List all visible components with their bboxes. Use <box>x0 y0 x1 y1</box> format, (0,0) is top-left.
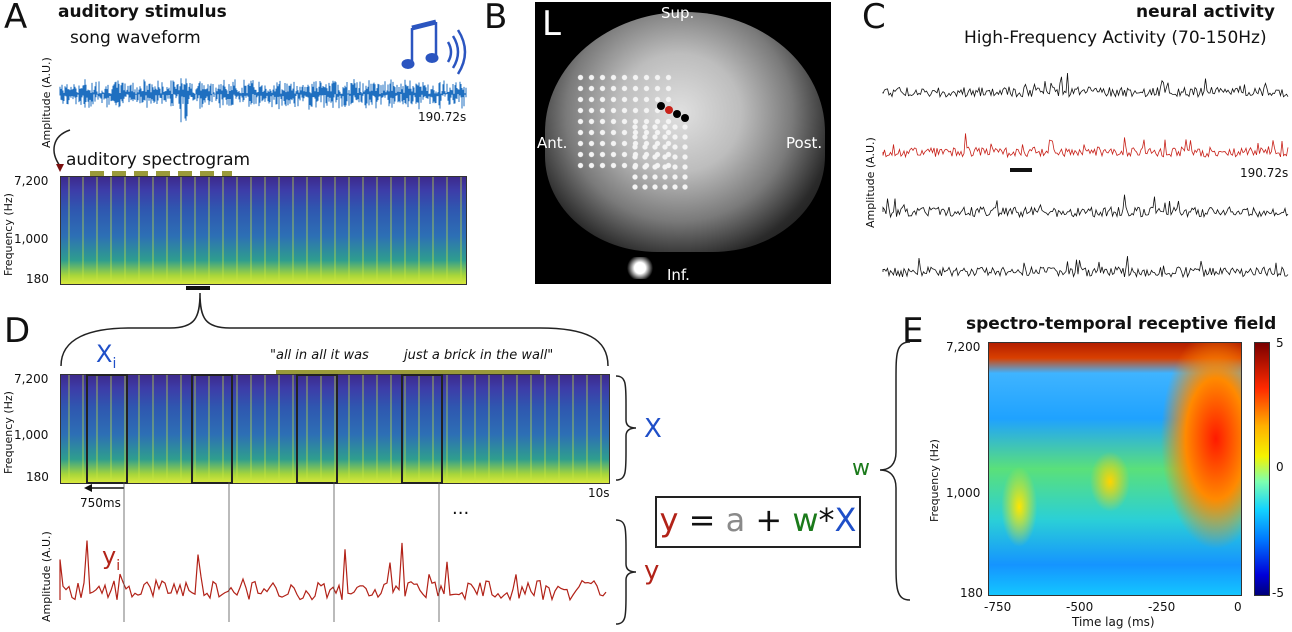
anterior-label: Ant. <box>537 134 568 152</box>
colorbar-tick-min: -5 <box>1272 586 1284 600</box>
panel-label-b: B <box>484 0 508 37</box>
y-trace-line <box>59 540 607 602</box>
segment-duration: 10s <box>588 486 610 500</box>
y-symbol: y <box>644 556 660 586</box>
model-equation: y = a + w*X <box>655 496 861 548</box>
w-symbol: w <box>852 456 870 481</box>
x-brace <box>615 375 637 481</box>
neural-trace-line <box>882 194 1289 219</box>
strf-xtick-250: -250 <box>1148 600 1176 614</box>
eq-w: w <box>792 501 819 539</box>
auditory-spectrogram-label: auditory spectrogram <box>66 150 251 170</box>
neural-trace-line <box>882 133 1289 159</box>
strf-tick-top: 7,200 <box>946 340 981 354</box>
neural-trace-line <box>882 256 1289 279</box>
curved-arrow-icon <box>53 129 71 172</box>
panel-c-subtitle: High-Frequency Activity (70-150Hz) <box>964 28 1267 48</box>
yi-subscript: i <box>116 557 121 574</box>
auditory-spectrogram <box>60 176 467 285</box>
eq-equals: = <box>688 501 716 539</box>
spec-a-tick-top: 7,200 <box>14 174 49 188</box>
xi-letter: X <box>96 340 113 368</box>
strf-xtick-0: 0 <box>1234 600 1242 614</box>
colorbar-tick-max: 5 <box>1276 336 1284 350</box>
spec-a-tick-mid: 1,000 <box>14 232 49 246</box>
yi-letter: y <box>102 542 117 570</box>
song-waveform-plot <box>59 78 467 123</box>
y-amplitude-axis-label: Amplitude (A.U.) <box>40 531 53 622</box>
strf-tick-mid: 1,000 <box>946 486 981 500</box>
spec-d-tick-bottom: 180 <box>26 470 49 484</box>
panel-label-a: A <box>4 0 28 37</box>
music-note-icon <box>401 19 467 75</box>
eq-plus: + <box>755 501 783 539</box>
lyric-line-2: just a brick in the wall" <box>404 348 554 363</box>
hemisphere-label: L <box>542 4 561 44</box>
panel-e-title: spectro-temporal receptive field <box>966 314 1277 334</box>
window-box <box>401 374 443 484</box>
eq-y: y <box>659 501 679 539</box>
neural-response-trace <box>59 482 607 622</box>
window-box <box>86 374 128 484</box>
strf-xtick-750: -750 <box>984 600 1012 614</box>
ear-marker <box>625 257 655 279</box>
xi-label: Xi <box>96 340 116 372</box>
spec-d-tick-top: 7,200 <box>14 372 49 386</box>
window-box <box>296 374 338 484</box>
strf-xtick-500: -500 <box>1066 600 1094 614</box>
neural-traces <box>882 72 1289 279</box>
spec-d-frequency-axis-label: Frequency (Hz) <box>2 391 15 474</box>
spec-a-frequency-axis-label: Frequency (Hz) <box>2 193 15 276</box>
panel-c-title: neural activity <box>1136 2 1275 22</box>
panel-a-title: auditory stimulus <box>58 2 227 22</box>
song-waveform-label: song waveform <box>70 28 201 48</box>
neural-segment-marker <box>1010 168 1032 172</box>
inferior-label: Inf. <box>667 266 690 284</box>
eq-star: * <box>818 501 835 539</box>
strf-heatmap <box>988 342 1242 596</box>
window-length-label: 750ms <box>80 496 121 510</box>
neural-duration: 190.72s <box>1240 166 1289 180</box>
xi-subscript: i <box>112 355 117 372</box>
colorbar-tick-zero: 0 <box>1276 460 1284 474</box>
superior-label: Sup. <box>661 4 695 22</box>
zoom-segment-marker <box>186 286 210 290</box>
yi-label: yi <box>102 542 120 574</box>
spec-a-tick-bottom: 180 <box>26 272 49 286</box>
lyric-bar <box>276 370 540 374</box>
panel-label-e: E <box>902 311 924 351</box>
posterior-label: Post. <box>786 134 823 152</box>
eq-x: X <box>834 501 857 539</box>
waveform-line <box>59 78 467 123</box>
panel-label-d: D <box>4 311 31 351</box>
eq-a: a <box>725 501 746 539</box>
y-brace <box>615 519 637 625</box>
w-brace <box>879 341 911 601</box>
x-symbol: X <box>644 414 662 444</box>
selected-electrodes <box>657 102 689 122</box>
waveform-duration: 190.72s <box>418 110 467 124</box>
strf-tick-bottom: 180 <box>960 586 983 600</box>
strf-frequency-axis-label: Frequency (Hz) <box>928 439 941 522</box>
neural-amplitude-axis-label: Amplitude (A.U.) <box>864 137 877 228</box>
zoom-brace <box>60 292 609 367</box>
window-box <box>191 374 233 484</box>
electrode-strip <box>630 122 690 192</box>
ellipsis: ... <box>452 498 470 519</box>
left-arrow-icon <box>84 484 124 492</box>
colorbar <box>1254 342 1270 596</box>
lyric-segment-markers <box>90 171 232 176</box>
neural-trace-line <box>882 72 1289 99</box>
ct-xray-image <box>535 2 831 284</box>
strf-x-axis-label: Time lag (ms) <box>1072 615 1155 629</box>
zoomed-spectrogram <box>60 374 610 484</box>
spec-d-tick-mid: 1,000 <box>14 428 49 442</box>
lyric-line-1: "all in all it was <box>270 348 369 363</box>
panel-label-c: C <box>862 0 886 37</box>
